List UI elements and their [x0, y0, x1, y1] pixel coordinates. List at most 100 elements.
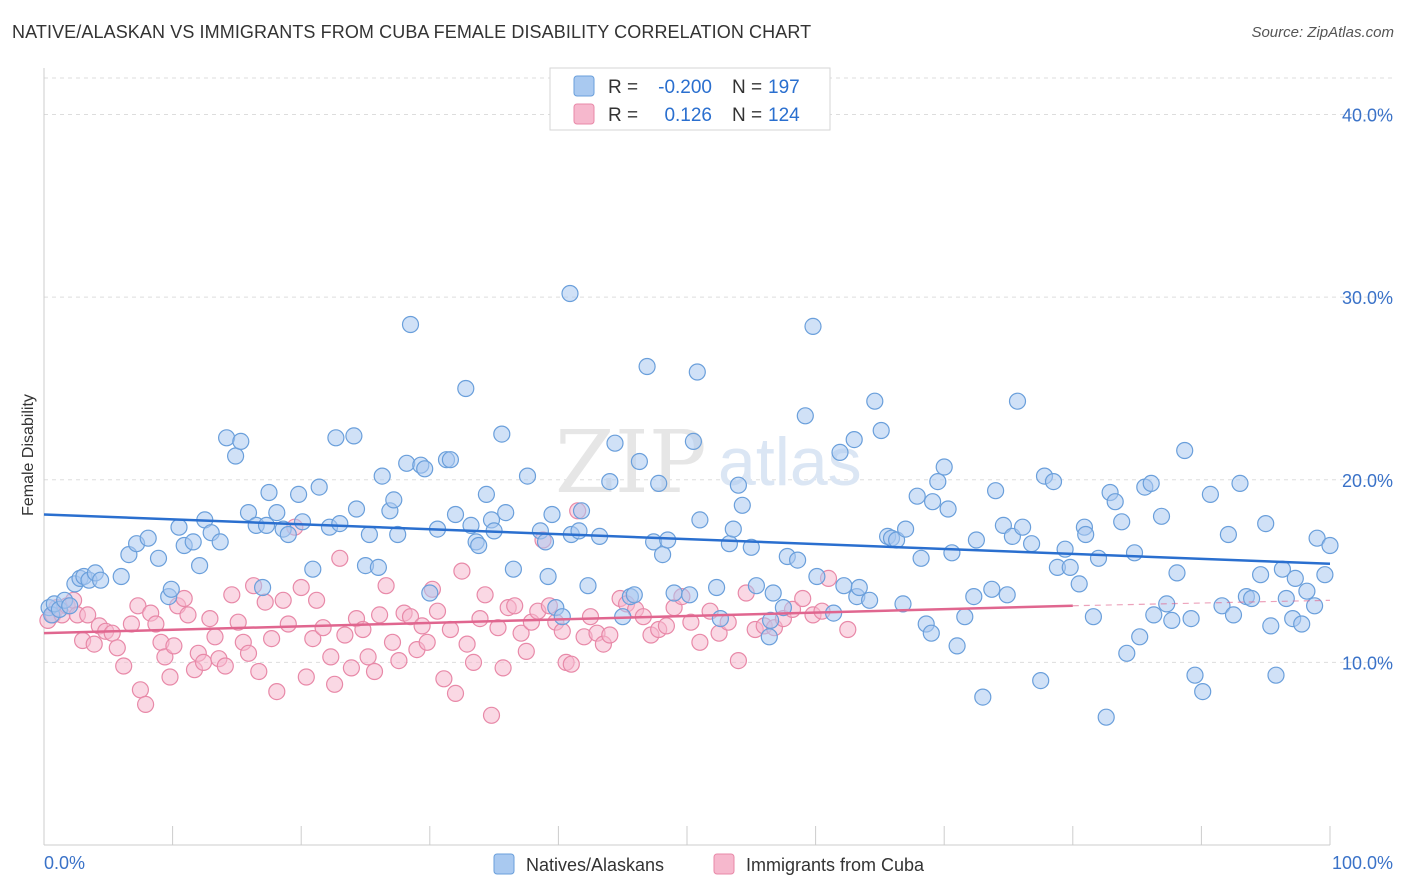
data-point-natives [665, 584, 683, 602]
data-point-natives [967, 531, 986, 549]
data-point-natives [974, 688, 992, 706]
data-point-natives [998, 586, 1016, 604]
data-point-natives [290, 485, 308, 503]
data-point-natives [1267, 666, 1285, 684]
data-point-natives [1163, 611, 1181, 630]
data-point-natives [1298, 582, 1316, 600]
data-point-natives [688, 363, 706, 381]
data-point-cuba [279, 615, 297, 633]
data-point-cuba [292, 578, 310, 597]
data-point-natives [441, 451, 459, 469]
data-point-cuba [268, 682, 286, 701]
data-point-natives [1131, 628, 1149, 646]
data-point-natives [808, 567, 826, 586]
data-point-cuba [377, 577, 395, 595]
data-point-natives [796, 407, 814, 425]
data-point-natives [1201, 485, 1220, 503]
data-point-natives [1022, 535, 1041, 553]
data-point-natives [764, 584, 782, 602]
data-point-natives [162, 580, 180, 598]
data-point-natives [398, 454, 416, 472]
data-point-cuba [322, 648, 340, 666]
data-point-cuba [129, 597, 147, 615]
y-tick-label: 10.0% [1342, 653, 1393, 673]
data-point-natives [630, 452, 649, 471]
chart-title: NATIVE/ALASKAN VS IMMIGRANTS FROM CUBA F… [12, 22, 812, 42]
data-point-natives [1242, 589, 1261, 608]
data-point-natives [518, 467, 537, 485]
data-point-natives [385, 491, 403, 509]
data-point-cuba [326, 675, 344, 693]
data-point-natives [638, 357, 656, 376]
data-point-natives [850, 578, 868, 597]
data-point-cuba [201, 609, 219, 628]
legend-r-label-pink: R = [608, 105, 638, 126]
data-point-natives [1145, 606, 1163, 624]
data-point-cuba [342, 659, 360, 677]
data-point-cuba [304, 629, 322, 648]
data-point-natives [1061, 558, 1079, 577]
data-point-natives [1182, 609, 1200, 628]
data-point-natives [1013, 518, 1032, 536]
data-point-cuba [250, 662, 268, 681]
data-point-cuba [223, 586, 241, 604]
data-point-natives [835, 577, 853, 595]
data-point-cuba [147, 615, 165, 633]
data-point-natives [504, 560, 523, 578]
data-point-natives [257, 516, 276, 535]
data-point-cuba [274, 591, 292, 609]
data-point-cuba [103, 624, 121, 642]
data-point-natives [711, 609, 730, 628]
legend-r-value-pink: 0.126 [664, 105, 712, 126]
data-point-natives [831, 443, 849, 461]
data-point-natives [421, 584, 439, 602]
data-point-natives [1262, 617, 1280, 635]
data-point-natives [1044, 473, 1063, 491]
data-point-natives [1194, 682, 1212, 701]
data-point-natives [1113, 513, 1131, 531]
data-point-natives [360, 525, 378, 544]
data-point-natives [923, 493, 942, 511]
data-point-natives [310, 478, 328, 496]
data-point-natives [729, 476, 748, 494]
data-point-natives [345, 427, 363, 445]
data-point-cuba [464, 653, 483, 672]
data-point-natives [1077, 525, 1095, 544]
source-label: Source: ZipAtlas.com [1251, 24, 1394, 41]
data-point-cuba [562, 655, 580, 673]
data-point-natives [218, 429, 236, 447]
data-point-natives [279, 525, 297, 544]
data-point-natives [1106, 493, 1124, 511]
legend-series-swatch-pink [713, 853, 735, 875]
legend-n-label-pink: N = [732, 105, 762, 126]
data-point-cuba [314, 619, 332, 637]
data-point-natives [1286, 569, 1304, 588]
data-point-natives [232, 432, 250, 450]
data-point-natives [570, 522, 588, 540]
data-point-natives [601, 473, 619, 491]
data-point-cuba [331, 549, 349, 567]
data-point-cuba [165, 637, 183, 655]
data-point-cuba [297, 668, 315, 686]
data-point-natives [477, 485, 495, 503]
data-point-natives [1277, 589, 1295, 608]
data-point-natives [268, 503, 286, 522]
data-point-cuba [453, 562, 471, 580]
data-point-natives [1097, 708, 1115, 726]
data-point-natives [572, 502, 591, 520]
data-point-natives [61, 597, 79, 615]
data-point-natives [536, 533, 555, 551]
data-point-natives [327, 429, 345, 447]
data-point-cuba [206, 628, 224, 646]
data-point-natives [1008, 392, 1027, 410]
data-point-cuba [194, 653, 213, 672]
data-point-natives [986, 482, 1005, 500]
data-point-natives [331, 514, 349, 533]
data-point-cuba [506, 597, 524, 615]
data-point-natives [659, 531, 677, 549]
data-point-natives [184, 533, 202, 551]
data-point-natives [804, 317, 822, 335]
data-point-natives [1032, 671, 1050, 690]
data-point-cuba [256, 593, 274, 611]
data-point-cuba [691, 633, 709, 651]
